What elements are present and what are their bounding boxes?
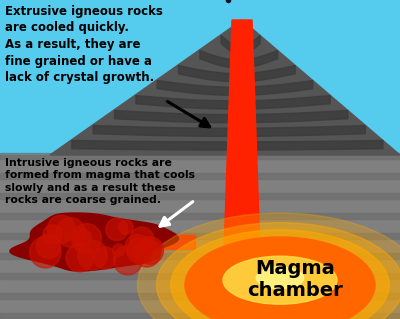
Bar	[0, 193, 400, 199]
Bar	[0, 313, 400, 319]
Circle shape	[74, 229, 91, 246]
Ellipse shape	[223, 256, 337, 304]
Bar	[0, 173, 400, 179]
Circle shape	[142, 240, 162, 260]
Bar	[0, 213, 400, 219]
Circle shape	[112, 244, 124, 256]
Bar	[0, 153, 400, 159]
Circle shape	[78, 241, 107, 270]
Ellipse shape	[256, 267, 304, 289]
Text: Magma
chamber: Magma chamber	[247, 259, 343, 300]
Ellipse shape	[156, 223, 400, 319]
Bar	[0, 155, 400, 319]
Bar	[0, 0, 400, 155]
Ellipse shape	[138, 213, 400, 319]
Text: Intrusive igneous rocks are
formed from magma that cools
slowly and as a result : Intrusive igneous rocks are formed from …	[5, 158, 195, 205]
Circle shape	[72, 224, 102, 254]
Bar	[0, 253, 400, 259]
Polygon shape	[224, 20, 260, 251]
Circle shape	[127, 238, 152, 263]
Circle shape	[36, 234, 61, 258]
Bar	[0, 233, 400, 239]
Ellipse shape	[185, 237, 375, 319]
Circle shape	[56, 218, 86, 247]
Text: Extrusive igneous rocks
are cooled quickly.
As a result, they are
fine grained o: Extrusive igneous rocks are cooled quick…	[5, 5, 163, 84]
Circle shape	[106, 218, 128, 241]
Bar	[0, 273, 400, 279]
Circle shape	[94, 247, 116, 269]
Circle shape	[136, 237, 164, 264]
Bar	[0, 293, 400, 299]
Circle shape	[130, 227, 154, 250]
Circle shape	[43, 225, 62, 244]
Polygon shape	[10, 213, 178, 271]
Ellipse shape	[171, 230, 389, 319]
Circle shape	[66, 244, 94, 272]
Circle shape	[119, 220, 133, 234]
Circle shape	[47, 215, 75, 243]
Circle shape	[30, 237, 61, 268]
Polygon shape	[155, 235, 194, 249]
Polygon shape	[50, 20, 400, 155]
Circle shape	[125, 234, 149, 258]
Circle shape	[133, 240, 160, 267]
Circle shape	[113, 246, 142, 275]
